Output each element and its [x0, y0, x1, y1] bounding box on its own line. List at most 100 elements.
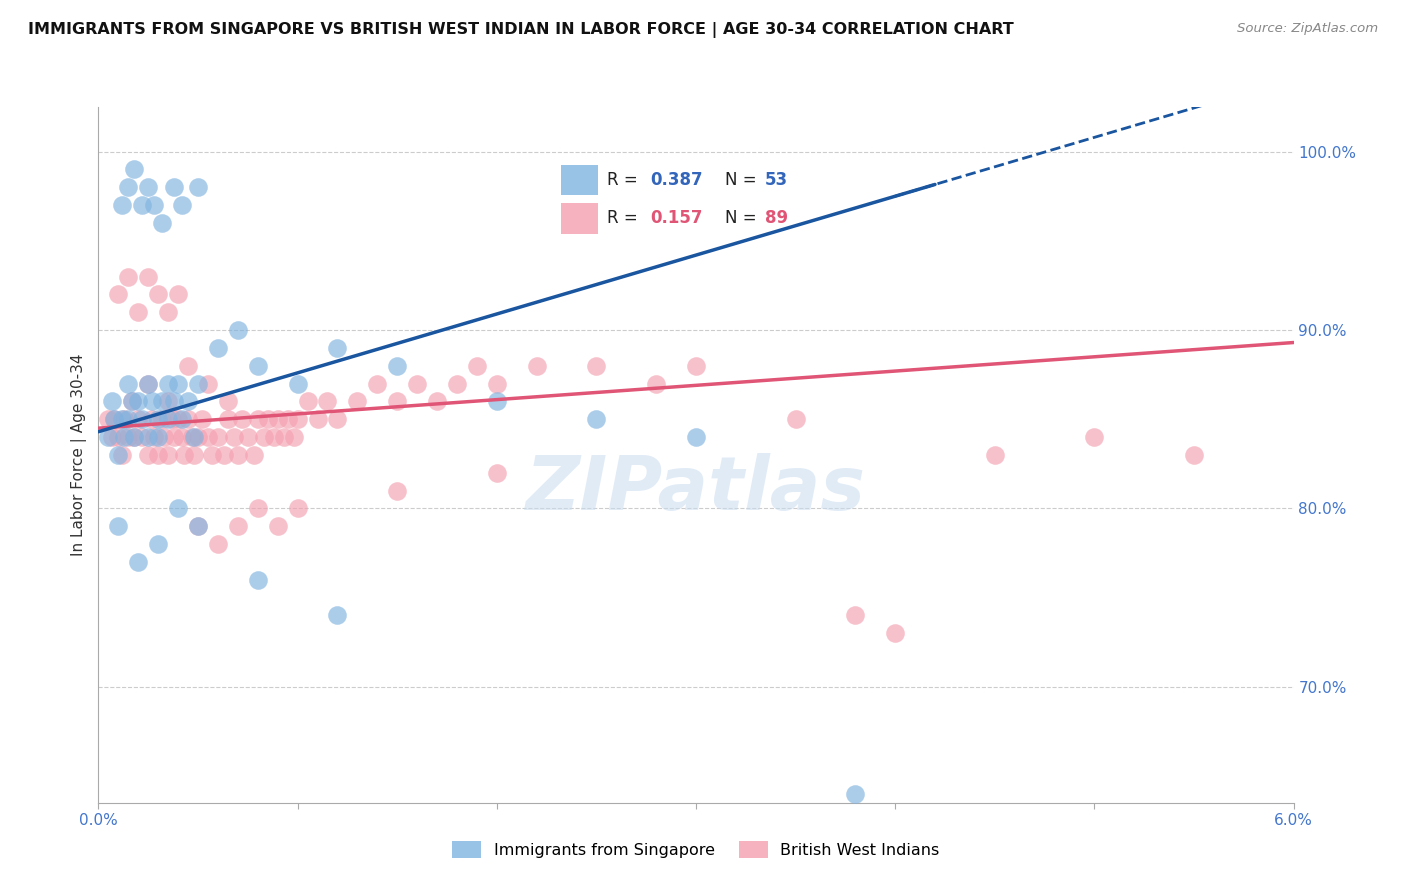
Text: 53: 53: [765, 171, 787, 189]
Point: [326, 341, 349, 355]
Point: [157, 376, 180, 391]
Point: [197, 430, 219, 444]
Point: [167, 376, 190, 391]
Point: [117, 269, 139, 284]
Point: [685, 359, 707, 373]
Point: [131, 430, 153, 444]
Point: [1182, 448, 1205, 462]
Point: [183, 448, 205, 462]
Point: [256, 412, 278, 426]
Point: [253, 430, 276, 444]
Point: [187, 519, 209, 533]
Point: [212, 448, 235, 462]
Point: [163, 394, 186, 409]
Point: [148, 537, 170, 551]
Bar: [561, 203, 599, 234]
Point: [107, 287, 129, 301]
Point: [316, 394, 339, 409]
Point: [222, 430, 245, 444]
Point: [187, 180, 209, 194]
Text: 0.387: 0.387: [650, 171, 703, 189]
Point: [844, 787, 866, 801]
Point: [117, 430, 139, 444]
Point: [127, 305, 149, 319]
Point: [243, 448, 266, 462]
Text: 89: 89: [765, 210, 787, 227]
Point: [143, 198, 166, 212]
Point: [277, 412, 299, 426]
Point: [172, 412, 194, 426]
Point: [485, 394, 508, 409]
Point: [143, 430, 166, 444]
Point: [287, 412, 309, 426]
Point: [267, 412, 290, 426]
Point: [177, 412, 200, 426]
Point: [107, 448, 129, 462]
Point: [121, 394, 143, 409]
Point: [287, 376, 309, 391]
Point: [297, 394, 319, 409]
Point: [446, 376, 468, 391]
Point: [287, 501, 309, 516]
Point: [136, 448, 159, 462]
Point: [167, 501, 190, 516]
Point: [121, 394, 143, 409]
Point: [465, 359, 488, 373]
Point: [112, 430, 135, 444]
Point: [346, 394, 368, 409]
Point: [207, 430, 229, 444]
Point: [97, 412, 120, 426]
Point: [585, 359, 607, 373]
Point: [426, 394, 449, 409]
Point: [226, 519, 249, 533]
Point: [326, 412, 349, 426]
Legend: Immigrants from Singapore, British West Indians: Immigrants from Singapore, British West …: [446, 835, 946, 864]
Point: [207, 537, 229, 551]
Point: [141, 394, 163, 409]
Bar: [561, 165, 599, 195]
Point: [207, 341, 229, 355]
Point: [141, 412, 163, 426]
Point: [136, 269, 159, 284]
Point: [127, 555, 149, 569]
Point: [167, 287, 190, 301]
Point: [107, 519, 129, 533]
Point: [148, 412, 170, 426]
Point: [246, 573, 269, 587]
Point: [101, 430, 124, 444]
Point: [246, 359, 269, 373]
Point: [157, 412, 180, 426]
Text: 0.157: 0.157: [650, 210, 703, 227]
Text: IMMIGRANTS FROM SINGAPORE VS BRITISH WEST INDIAN IN LABOR FORCE | AGE 30-34 CORR: IMMIGRANTS FROM SINGAPORE VS BRITISH WES…: [28, 22, 1014, 38]
Point: [307, 412, 329, 426]
Point: [131, 412, 153, 426]
Point: [201, 448, 224, 462]
Point: [177, 394, 200, 409]
Point: [107, 430, 129, 444]
Text: ZIPatlas: ZIPatlas: [526, 453, 866, 526]
Point: [1083, 430, 1105, 444]
Point: [183, 430, 205, 444]
Point: [103, 412, 125, 426]
Text: Source: ZipAtlas.com: Source: ZipAtlas.com: [1237, 22, 1378, 36]
Point: [366, 376, 388, 391]
Point: [172, 198, 194, 212]
Point: [197, 376, 219, 391]
Point: [283, 430, 305, 444]
Point: [127, 412, 149, 426]
Point: [236, 430, 259, 444]
Point: [187, 376, 209, 391]
Point: [103, 412, 125, 426]
Point: [217, 412, 239, 426]
Point: [127, 394, 149, 409]
Point: [157, 305, 180, 319]
Point: [187, 430, 209, 444]
Point: [117, 376, 139, 391]
Point: [101, 394, 124, 409]
Point: [246, 412, 269, 426]
Point: [136, 376, 159, 391]
Point: [485, 466, 508, 480]
Point: [406, 376, 429, 391]
Text: R =: R =: [607, 210, 643, 227]
Point: [172, 430, 194, 444]
